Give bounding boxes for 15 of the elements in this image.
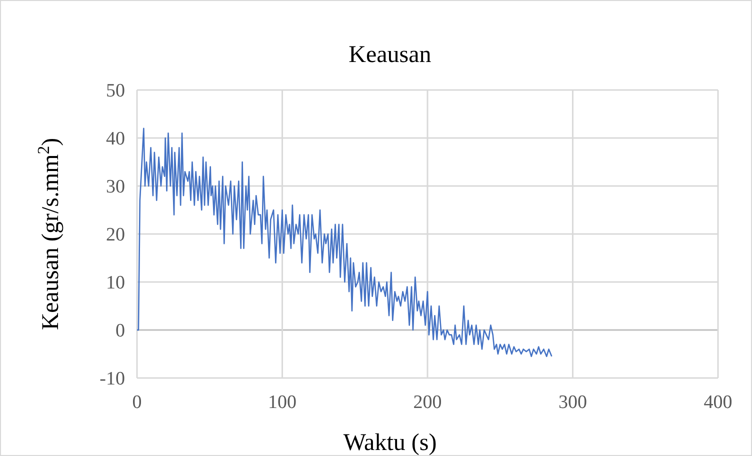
y-tick-label: 30 bbox=[106, 176, 125, 198]
y-tick-label: 0 bbox=[116, 320, 125, 342]
y-tick-label: 10 bbox=[106, 272, 125, 294]
chart-title: Keausan bbox=[348, 42, 432, 68]
y-tick-label: -10 bbox=[100, 368, 125, 390]
y-tick-label: 50 bbox=[106, 80, 125, 102]
x-tick-label: 200 bbox=[413, 392, 442, 413]
x-tick-label: 400 bbox=[704, 392, 732, 413]
y-tick-label: 20 bbox=[106, 224, 125, 246]
y-tick-label: 40 bbox=[106, 128, 125, 150]
x-tick-label: 100 bbox=[268, 392, 296, 413]
x-axis-title: Waktu (s) bbox=[343, 430, 437, 456]
x-tick-label: 300 bbox=[558, 392, 587, 413]
line-series bbox=[136, 128, 552, 358]
x-tick-label: 0 bbox=[132, 392, 142, 413]
